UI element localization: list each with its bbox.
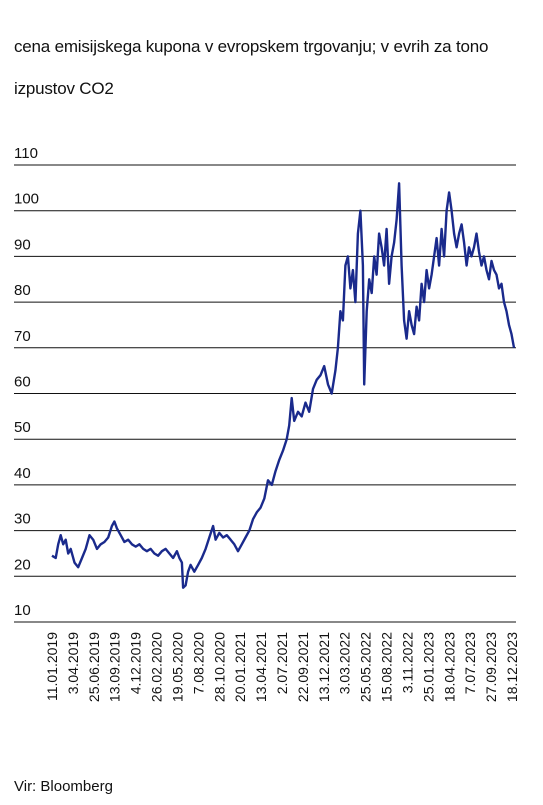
x-tick-label: 20.01.2021 bbox=[232, 632, 248, 702]
y-tick-label: 10 bbox=[14, 602, 31, 619]
x-tick-label: 25.01.2023 bbox=[420, 632, 436, 702]
x-tick-label: 25.06.2019 bbox=[86, 632, 102, 702]
x-tick-label: 11.01.2019 bbox=[44, 632, 60, 701]
x-tick-label: 18.12.2023 bbox=[504, 632, 520, 702]
x-tick-label: 26.02.2020 bbox=[149, 632, 165, 702]
y-tick-label: 70 bbox=[14, 328, 31, 345]
x-tick-label: 25.05.2022 bbox=[358, 632, 374, 702]
source-note: Vir: Bloomberg bbox=[14, 778, 113, 795]
x-tick-label: 3.04.2019 bbox=[65, 632, 81, 694]
series-layer bbox=[51, 182, 516, 589]
y-tick-label: 90 bbox=[14, 236, 31, 253]
x-axis-ticks: 11.01.2019 3.04.2019 25.06.2019 13.09.2019 4… bbox=[44, 632, 520, 702]
x-tick-label: 27.09.2023 bbox=[483, 632, 499, 702]
y-tick-label: 20 bbox=[14, 556, 31, 573]
x-tick-label: 13.09.2019 bbox=[107, 632, 123, 702]
x-tick-label: 3.03.2022 bbox=[337, 632, 353, 694]
x-tick-label: 28.10.2020 bbox=[211, 632, 227, 702]
y-tick-label: 30 bbox=[14, 511, 31, 528]
y-axis-ticks: 10 20 30 40 50 60 70 80 90 100 110 bbox=[14, 145, 39, 619]
x-tick-label: 7.07.2023 bbox=[462, 632, 478, 694]
x-tick-label: 2.07.2021 bbox=[274, 632, 290, 694]
x-tick-label: 15.08.2022 bbox=[379, 632, 395, 702]
x-tick-label: 13.12.2021 bbox=[316, 632, 332, 702]
x-tick-label: 13.04.2021 bbox=[253, 632, 269, 702]
y-tick-label: 40 bbox=[14, 465, 31, 482]
x-tick-label: 18.04.2023 bbox=[441, 632, 457, 702]
x-tick-label: 19.05.2020 bbox=[169, 632, 185, 702]
series-line bbox=[51, 182, 516, 589]
y-tick-label: 100 bbox=[14, 191, 39, 208]
grid-layer bbox=[14, 164, 516, 623]
x-tick-label: 3.11.2022 bbox=[399, 632, 415, 693]
x-tick-label: 22.09.2021 bbox=[295, 632, 311, 702]
y-tick-label: 110 bbox=[14, 145, 38, 162]
y-tick-label: 50 bbox=[14, 419, 31, 436]
y-tick-label: 60 bbox=[14, 374, 31, 391]
x-tick-label: 7.08.2020 bbox=[190, 632, 206, 694]
y-tick-label: 80 bbox=[14, 282, 31, 299]
chart-title: cena emisijskega kupona v evropskem trgo… bbox=[14, 37, 489, 98]
x-tick-label: 4.12.2019 bbox=[128, 632, 144, 694]
